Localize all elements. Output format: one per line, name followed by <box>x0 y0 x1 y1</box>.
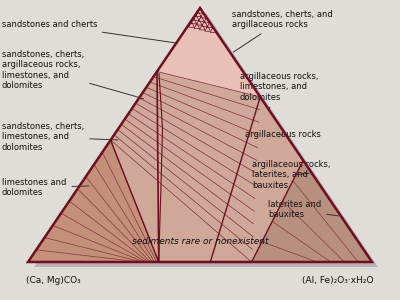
Text: argillaceous rocks,
limestones, and
dolomites: argillaceous rocks, limestones, and dolo… <box>240 72 318 110</box>
Polygon shape <box>34 13 378 267</box>
Polygon shape <box>28 140 159 262</box>
Text: sediments rare or nonexistent: sediments rare or nonexistent <box>132 238 268 247</box>
Text: limestones and
dolomites: limestones and dolomites <box>2 178 89 197</box>
Text: (Ca, Mg)CO₃: (Ca, Mg)CO₃ <box>26 276 81 285</box>
Text: sandstones, cherts, and
argillaceous rocks: sandstones, cherts, and argillaceous roc… <box>232 10 333 52</box>
Polygon shape <box>157 8 260 97</box>
Text: argillaceous rocks,
laterites, and
bauxites: argillaceous rocks, laterites, and bauxi… <box>252 160 330 190</box>
Text: sandstones, cherts,
argillaceous rocks,
limestones, and
dolomites: sandstones, cherts, argillaceous rocks, … <box>2 50 144 99</box>
Polygon shape <box>110 71 324 262</box>
Polygon shape <box>28 8 372 262</box>
Text: argillaceous rocks: argillaceous rocks <box>245 130 321 139</box>
Text: (Al, Fe)₂O₃·xH₂O: (Al, Fe)₂O₃·xH₂O <box>302 276 374 285</box>
Text: sandstones and cherts: sandstones and cherts <box>2 20 177 43</box>
Text: sandstones, cherts,
limestones, and
dolomites: sandstones, cherts, limestones, and dolo… <box>2 122 118 152</box>
Text: laterites and
bauxites: laterites and bauxites <box>268 200 338 219</box>
Polygon shape <box>252 160 372 262</box>
